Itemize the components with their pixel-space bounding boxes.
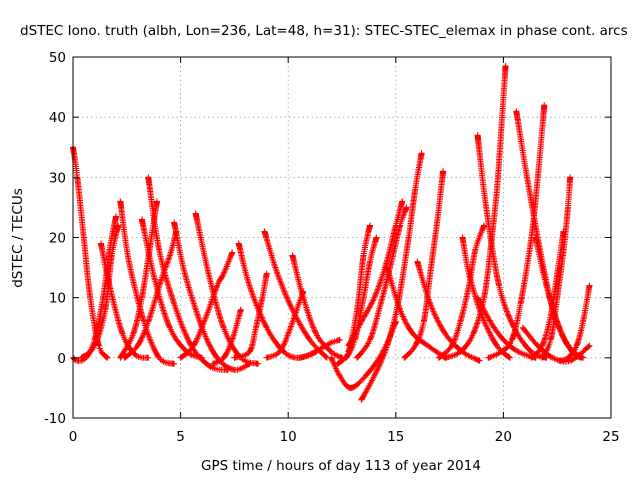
data-layer [70,63,593,403]
x-tick-label: 25 [602,429,619,445]
data-series-arc [231,270,270,361]
x-tick-label: 20 [495,429,512,445]
x-tick-label: 15 [387,429,404,445]
data-series-arc [78,222,122,361]
data-point-markers [145,174,231,373]
x-tick-label: 5 [176,429,185,445]
x-axis-title: GPS time / hours of day 113 of year 2014 [201,458,481,474]
data-series-arc [435,222,487,361]
y-tick-label: 20 [49,231,66,247]
data-series-arc [296,336,343,361]
data-series-arc [289,252,345,361]
data-point-markers [117,198,178,367]
data-point-markers [474,132,550,361]
data-point-markers [401,168,447,361]
data-point-markers [171,219,253,373]
data-series-arc [401,168,447,361]
y-tick-label: 0 [57,351,66,367]
data-series-arc [171,219,253,373]
x-tick-label: 10 [280,429,297,445]
y-tick-label: 30 [49,170,66,186]
data-series-arc [117,198,178,367]
y-axis-title: dSTEC / TECUs [10,188,26,288]
y-tick-label: -10 [44,411,66,427]
data-series-arc [414,258,483,364]
y-tick-label: 10 [49,291,66,307]
data-series-arc [539,174,574,361]
data-series-arc [145,174,231,373]
data-point-markers [296,336,343,361]
data-point-markers [435,222,487,361]
data-series-arc [209,306,244,367]
data-point-markers [539,174,574,361]
data-series-arc [519,324,593,365]
data-point-markers [358,150,425,403]
y-tick-label: 50 [49,50,66,66]
data-point-markers [78,222,122,361]
data-point-markers [209,306,244,367]
data-point-markers [519,324,593,365]
data-point-markers [414,258,483,364]
data-series-arc [358,150,425,403]
data-point-markers [231,270,270,361]
y-tick-label: 40 [49,110,66,126]
data-series-arc [474,132,550,361]
x-tick-label: 0 [69,429,78,445]
chart-title: dSTEC Iono. truth (albh, Lon=236, Lat=48… [20,23,628,39]
data-point-markers [289,252,345,361]
